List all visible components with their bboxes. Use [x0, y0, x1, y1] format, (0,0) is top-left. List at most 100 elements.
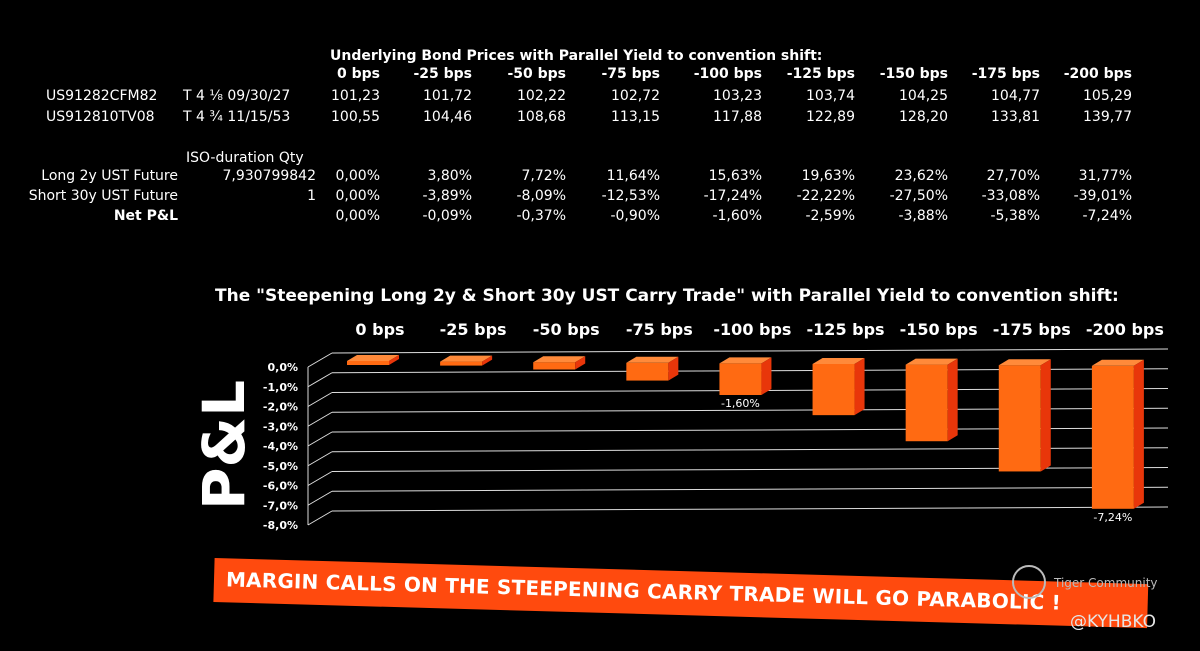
bar-side: [389, 355, 399, 365]
grid-line-depth: [307, 431, 333, 447]
bond-price-cell: 128,20: [899, 109, 948, 125]
grid-line: [331, 486, 1169, 492]
bar: [440, 361, 483, 366]
position-pnl-cell: -7,24%: [1082, 208, 1132, 224]
position-pnl-cell: -0,37%: [516, 208, 566, 224]
grid-line-depth: [307, 411, 333, 427]
x-category-label: -150 bps: [900, 320, 978, 339]
x-category-label: -125 bps: [807, 320, 885, 339]
position-pnl-cell: -8,09%: [516, 188, 566, 204]
bond-id: US91282CFM82: [46, 88, 158, 104]
bond-description: T 4 ⅛ 09/30/27: [183, 88, 291, 104]
position-pnl-cell: -12,53%: [601, 188, 660, 204]
y-tick-label: -2,0%: [263, 401, 298, 414]
x-category-label: -200 bps: [1086, 320, 1164, 339]
bar: [998, 365, 1041, 472]
bond-price-cell: 102,22: [517, 88, 566, 104]
bar: [626, 362, 669, 381]
iso-duration-header: ISO-duration Qty: [186, 150, 304, 166]
bond-price-cell: 101,72: [423, 88, 472, 104]
grid-line-depth: [307, 372, 333, 388]
x-category-label: -50 bps: [533, 320, 600, 339]
position-qty: 7,930799842: [222, 168, 316, 184]
position-pnl-cell: 0,00%: [335, 188, 380, 204]
position-pnl-cell: 27,70%: [986, 168, 1040, 184]
bar-side: [482, 355, 493, 366]
bond-id: US912810TV08: [46, 109, 155, 125]
shift-header-cell: -200 bps: [1063, 66, 1132, 82]
x-category-label: -75 bps: [626, 320, 693, 339]
position-pnl-cell: 19,63%: [801, 168, 855, 184]
bar-side: [947, 358, 958, 442]
bond-price-cell: 117,88: [713, 109, 762, 125]
bond-price-cell: 133,81: [991, 109, 1040, 125]
position-pnl-cell: 0,00%: [335, 168, 380, 184]
position-pnl-cell: -39,01%: [1073, 188, 1132, 204]
position-pnl-cell: 7,72%: [521, 168, 566, 184]
position-pnl-cell: 0,00%: [335, 208, 380, 224]
bond-price-cell: 105,29: [1083, 88, 1132, 104]
bar-top: [812, 358, 865, 364]
shift-header-cell: -25 bps: [413, 66, 472, 82]
bar: [812, 364, 855, 416]
bar: [1091, 365, 1134, 509]
bond-price-cell: 100,55: [331, 109, 380, 125]
position-pnl-cell: -3,89%: [422, 188, 472, 204]
position-pnl-cell: 23,62%: [894, 168, 948, 184]
position-pnl-cell: 31,77%: [1078, 168, 1132, 184]
bond-price-cell: 113,15: [611, 109, 660, 125]
bar-side: [1133, 359, 1144, 509]
bar-side: [668, 356, 679, 381]
bond-price-cell: 104,46: [423, 109, 472, 125]
position-label: Long 2y UST Future: [41, 168, 178, 184]
grid-line-depth: [307, 490, 333, 506]
shift-header-cell: -100 bps: [693, 66, 762, 82]
bar-data-label: -7,24%: [1093, 511, 1132, 524]
position-pnl-cell: -1,60%: [712, 208, 762, 224]
bond-prices-title: Underlying Bond Prices with Parallel Yie…: [330, 48, 823, 64]
y-tick-label: -4,0%: [263, 440, 298, 453]
position-pnl-cell: -17,24%: [703, 188, 762, 204]
bond-price-cell: 122,89: [806, 109, 855, 125]
position-label: Net P&L: [113, 208, 178, 224]
position-pnl-cell: -5,38%: [990, 208, 1040, 224]
shift-header-cell: -150 bps: [879, 66, 948, 82]
position-pnl-cell: 3,80%: [427, 168, 472, 184]
bar-side: [761, 357, 772, 395]
shift-header-cell: -175 bps: [971, 66, 1040, 82]
y-tick-label: 0,0%: [267, 361, 298, 374]
tiger-logo-icon: [1012, 565, 1046, 599]
author-handle: @KYHBKO: [1070, 612, 1156, 632]
x-category-label: 0 bps: [355, 320, 404, 339]
bond-price-cell: 102,72: [611, 88, 660, 104]
shift-header-cell: 0 bps: [337, 66, 380, 82]
bond-price-cell: 108,68: [517, 109, 566, 125]
bar: [347, 361, 389, 365]
shift-header-cell: -50 bps: [507, 66, 566, 82]
bar-top: [1091, 359, 1144, 366]
position-pnl-cell: 15,63%: [708, 168, 762, 184]
bar-side: [575, 356, 586, 370]
grid-line: [331, 506, 1169, 512]
chart-title: The "Steepening Long 2y & Short 30y UST …: [215, 286, 1119, 306]
position-pnl-cell: -2,59%: [805, 208, 855, 224]
shift-header-cell: -75 bps: [601, 66, 660, 82]
bar-top: [440, 355, 493, 362]
bond-price-cell: 103,23: [713, 88, 762, 104]
position-pnl-cell: -27,50%: [889, 188, 948, 204]
bar-data-label: -1,60%: [721, 397, 760, 410]
bar-top: [998, 359, 1051, 366]
y-tick-label: -5,0%: [263, 460, 298, 473]
y-tick-label: -7,0%: [263, 499, 298, 512]
grid-line-depth: [307, 352, 333, 368]
y-tick-label: -6,0%: [263, 480, 298, 493]
position-pnl-cell: 11,64%: [606, 168, 660, 184]
position-pnl-cell: -3,88%: [898, 208, 948, 224]
bar-top: [347, 355, 399, 361]
position-pnl-cell: -0,90%: [610, 208, 660, 224]
bar-side: [854, 358, 865, 416]
grid-line-depth: [307, 451, 333, 467]
y-tick-label: -3,0%: [263, 420, 298, 433]
position-label: Short 30y UST Future: [28, 188, 178, 204]
bond-price-cell: 104,25: [899, 88, 948, 104]
